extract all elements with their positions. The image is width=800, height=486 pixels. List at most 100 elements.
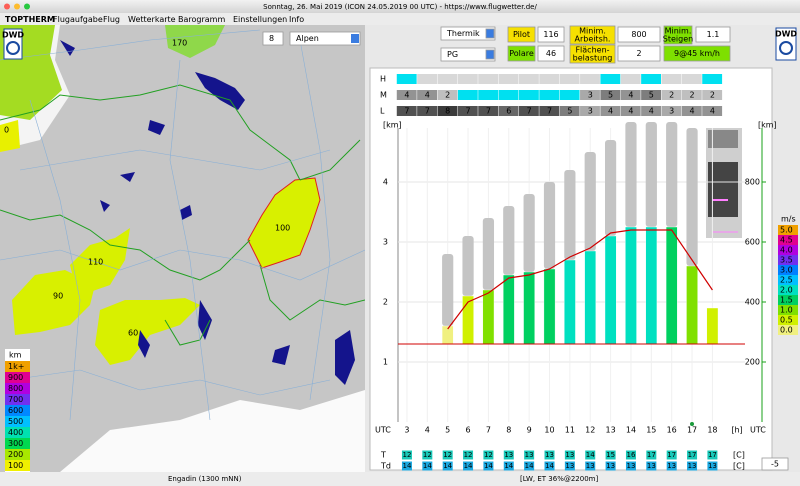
thermal-bar xyxy=(502,274,515,345)
menu-item[interactable]: Barogramm xyxy=(178,15,225,24)
close-button[interactable] xyxy=(4,3,10,10)
thermal-bar xyxy=(543,268,556,345)
cloud-bar xyxy=(442,254,454,326)
thermal-bar xyxy=(523,271,535,345)
menu-item[interactable]: Info xyxy=(289,15,304,24)
min-height-label xyxy=(569,25,616,45)
x-tick-label: 7 xyxy=(486,426,491,435)
zoom-button[interactable] xyxy=(24,3,30,10)
status-location: Engadin (1300 mNN) xyxy=(168,475,242,483)
cloud-value: 8 xyxy=(445,107,450,116)
y-tick-label: 3 xyxy=(383,238,388,247)
cloud-value: 5 xyxy=(649,91,654,100)
temp-cell xyxy=(463,461,474,471)
glider-select[interactable] xyxy=(440,47,496,62)
x-tick-label: 12 xyxy=(585,426,595,435)
minimize-button[interactable] xyxy=(14,3,20,10)
temp-cell xyxy=(442,461,453,471)
strength-label: 3.5 xyxy=(780,256,793,265)
pilot-label xyxy=(507,26,536,43)
cloud-cell xyxy=(641,106,662,116)
y-tick-label: 2 xyxy=(383,298,388,307)
temp-value: 13 xyxy=(586,462,595,470)
cloud-bar xyxy=(584,152,596,251)
cloud-cell xyxy=(498,90,519,100)
mode-select[interactable] xyxy=(440,26,496,41)
strength-swatch xyxy=(778,295,798,305)
x-tick-label: 18 xyxy=(707,426,717,435)
strength-label: 5.0 xyxy=(780,226,793,235)
wing-loading-input[interactable] xyxy=(617,45,661,62)
y2-tick-label: 800 xyxy=(745,178,760,187)
cloud-cell xyxy=(641,74,662,84)
cloud-bar xyxy=(462,236,474,296)
level-select[interactable] xyxy=(262,31,284,46)
temp-value: 13 xyxy=(545,451,554,459)
cloud-cell xyxy=(661,74,682,84)
min-height-value: 800 xyxy=(631,30,646,39)
legend-label: 200 xyxy=(8,450,23,459)
cloud-row-label: H xyxy=(380,75,386,84)
temp-value: 17 xyxy=(667,451,676,459)
x-tick-label: 4 xyxy=(425,426,430,435)
cloud-value: 2 xyxy=(669,91,674,100)
menu-item[interactable]: Einstellungen xyxy=(233,15,287,24)
legend-label: 400 xyxy=(8,428,23,437)
menu-item[interactable]: Wetterkarte xyxy=(128,15,176,24)
cloud-value: 4 xyxy=(628,107,633,116)
temp-cell xyxy=(564,461,575,471)
level-value: 8 xyxy=(269,34,274,43)
cloud-bar xyxy=(666,122,678,227)
temp-cell xyxy=(585,450,596,460)
temp-value: 14 xyxy=(525,462,534,470)
x-tick-label: 3 xyxy=(404,426,409,435)
cloud-row-label: L xyxy=(380,107,385,116)
map-area xyxy=(12,270,95,335)
map-area xyxy=(0,120,20,152)
min-height-input[interactable] xyxy=(617,26,661,43)
temp-value: 13 xyxy=(504,451,513,459)
map-label: 170 xyxy=(172,39,187,48)
cloud-row-label: M xyxy=(380,91,387,100)
legend-label: 500 xyxy=(8,417,23,426)
temp-value: 12 xyxy=(443,451,452,459)
map-label: 90 xyxy=(53,292,63,301)
cloud-cell xyxy=(498,74,519,84)
min-height-label-text: Minim. xyxy=(579,27,606,36)
cloud-bar xyxy=(645,122,657,227)
polar-input[interactable] xyxy=(537,45,565,62)
region-select[interactable] xyxy=(289,31,361,46)
cloud-value: 2 xyxy=(710,91,715,100)
cloud-cell xyxy=(437,74,458,84)
strength-swatch xyxy=(778,235,798,245)
menu-item[interactable]: TOPTHERM xyxy=(5,15,55,24)
temp-cell xyxy=(544,450,555,460)
legend-label: 100 xyxy=(8,461,23,470)
min-climb-input[interactable] xyxy=(695,26,731,43)
menu-item[interactable]: Flug xyxy=(103,15,120,24)
temp-cell xyxy=(564,450,575,460)
y-axis-label: [km] xyxy=(383,121,402,130)
offset-select[interactable] xyxy=(761,457,789,471)
select-arrow xyxy=(485,49,495,60)
x-tick-label: 15 xyxy=(646,426,656,435)
menu-item[interactable]: Flugaufgabe xyxy=(53,15,103,24)
legend-label: 900 xyxy=(8,373,23,382)
temp-value: 12 xyxy=(402,451,411,459)
cloud-cell xyxy=(620,74,641,84)
status-info: [LW, ET 36%@2200m] xyxy=(520,475,598,483)
legend-label: 300 xyxy=(8,439,23,448)
cloud-cell xyxy=(457,74,478,84)
cloud-cell xyxy=(559,74,580,84)
cloud-value: 7 xyxy=(466,107,471,116)
temp-value: 16 xyxy=(627,451,636,459)
pilot-label-text: Pilot xyxy=(513,30,530,39)
y-tick-label: 4 xyxy=(383,178,388,187)
pilot-input[interactable] xyxy=(537,26,565,43)
cloud-cell xyxy=(559,90,580,100)
temp-value: 17 xyxy=(708,451,717,459)
wing-loading-value: 2 xyxy=(636,49,641,58)
cloud-value: 5 xyxy=(608,91,613,100)
dwd-logo: DWD xyxy=(2,28,24,60)
cloud-cell xyxy=(457,90,478,100)
